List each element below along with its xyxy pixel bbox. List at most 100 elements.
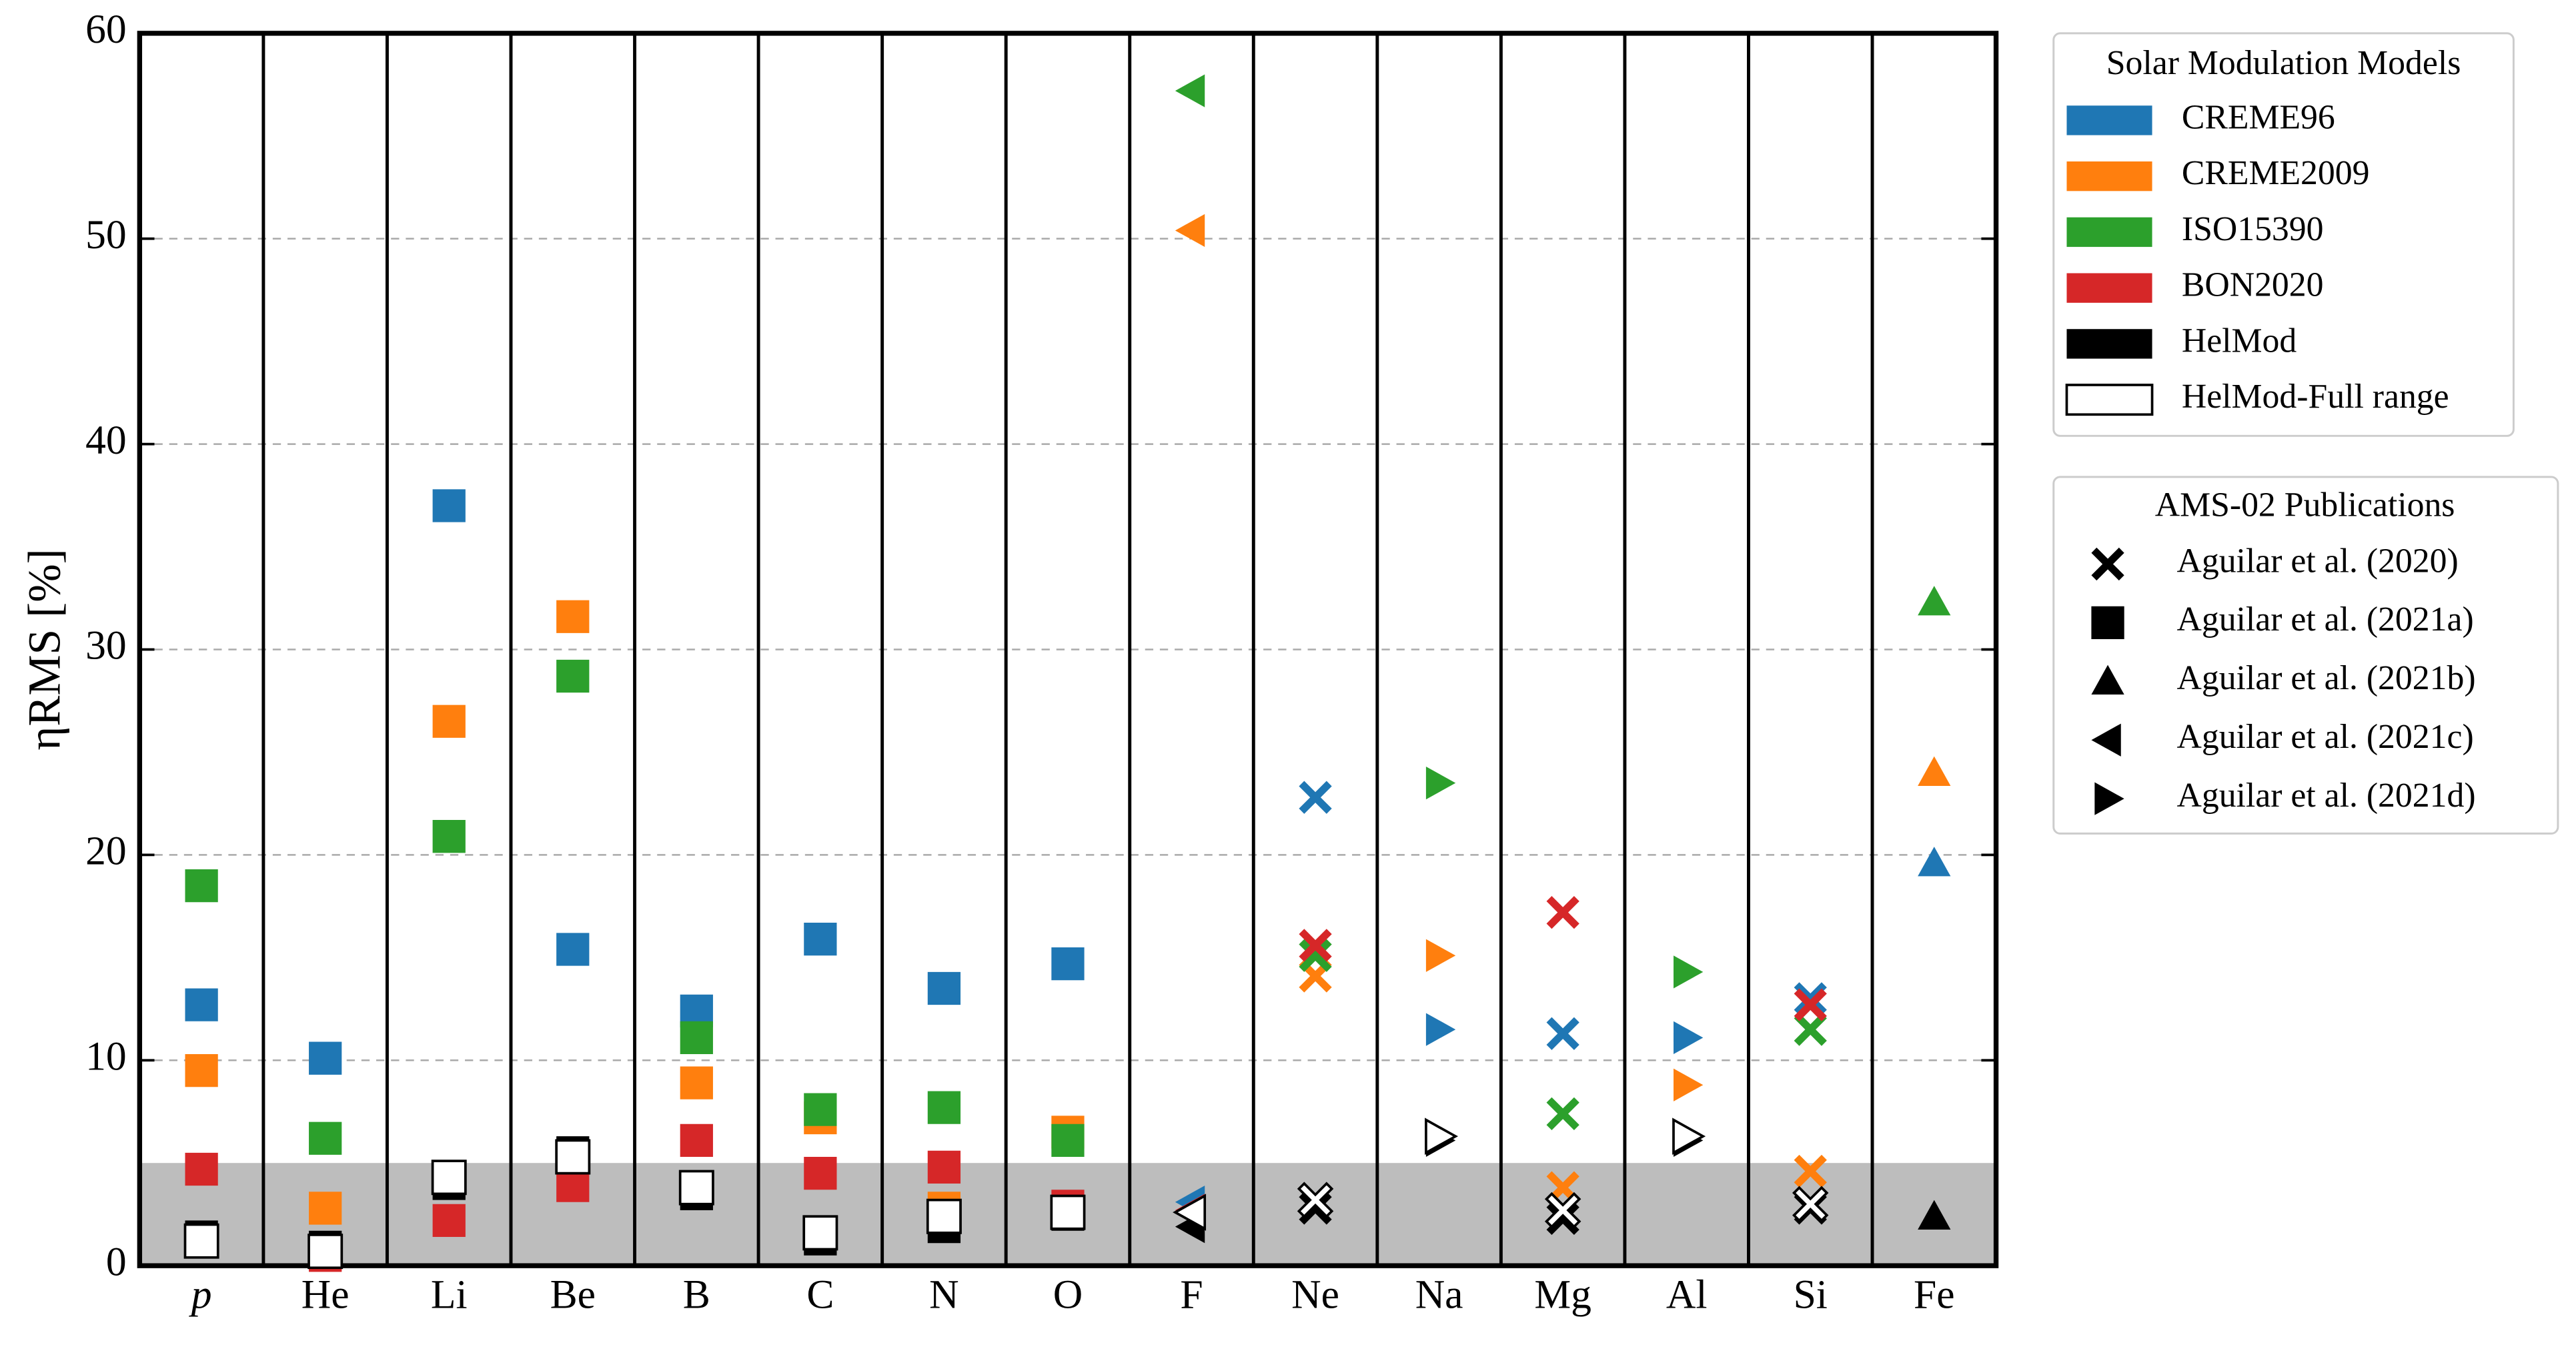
marker [1173,1194,1207,1231]
marker [1297,1182,1334,1218]
legend-label: Aguilar et al. (2021b) [2176,659,2475,697]
marker [1794,1013,1827,1046]
marker [1299,1192,1332,1225]
marker [927,971,961,1005]
legend-label: Aguilar et al. (2021a) [2176,600,2473,638]
marker [680,1066,713,1099]
marker [804,1093,837,1126]
marker [1175,213,1205,248]
marker [1673,955,1704,989]
marker [1544,1192,1581,1229]
x-tick-label: O [1053,1272,1083,1318]
legend-label: CREME2009 [2182,154,2370,192]
x-tick-label: Li [431,1272,468,1318]
x-tick-label: Na [1415,1272,1463,1318]
marker [1299,939,1332,972]
marker [432,1204,466,1238]
marker [1425,1117,1459,1155]
legend-label: HelMod [2182,322,2297,360]
y-tick-label: 10 [85,1033,127,1079]
marker [185,988,218,1021]
legend-swatch [2066,329,2152,359]
x-tick-label: Al [1666,1272,1708,1318]
y-tick-label: 20 [85,829,127,874]
legend-label: ISO15390 [2182,210,2324,248]
marker [802,1215,838,1251]
marker [309,1192,342,1225]
legend-marker [2091,547,2124,581]
legend-swatch [2066,161,2152,191]
marker [927,1150,961,1184]
x-tick-label: Ne [1291,1272,1339,1318]
marker [1425,767,1456,800]
legend-marker [2094,782,2124,815]
marker [185,1054,218,1087]
legend-label: HelMod-Full range [2182,378,2449,416]
marker [1918,586,1951,616]
marker [1425,1013,1456,1046]
marker [1673,1068,1704,1101]
marker [680,1124,713,1157]
legend-swatch [2065,384,2154,416]
marker [1051,1124,1085,1157]
marker [432,705,466,738]
legend-box [2052,32,2515,437]
marker [927,1091,961,1124]
y-axis-label: ηRMS [%] [19,548,70,750]
marker [1918,847,1951,877]
marker [680,994,713,1028]
marker [309,1041,342,1075]
marker [431,1160,467,1196]
x-tick-label: Fe [1914,1272,1955,1318]
legend-marker [2091,723,2121,757]
y-tick-label: 40 [85,418,127,463]
legend-label: Aguilar et al. (2020) [2176,542,2458,580]
marker [1794,1154,1827,1188]
marker [1673,1021,1704,1055]
legend-label: CREME96 [2182,98,2335,136]
marker [1794,988,1827,1021]
x-tick-label: N [929,1272,958,1318]
marker [804,1156,837,1190]
x-tick-label: Si [1794,1272,1828,1318]
legend-label: Aguilar et al. (2021d) [2176,777,2475,815]
legend-swatch [2066,217,2152,248]
legend-label: Aguilar et al. (2021c) [2176,718,2473,756]
y-tick-label: 0 [106,1239,127,1284]
y-tick-label: 60 [85,7,127,52]
marker [185,869,218,903]
marker [432,489,466,522]
marker [556,933,590,966]
marker [1175,74,1205,107]
marker [432,820,466,853]
legend-swatch [2066,105,2152,135]
marker [1051,947,1085,981]
marker [1299,781,1332,814]
marker [1794,982,1827,1015]
marker [1050,1194,1086,1230]
marker [307,1234,344,1270]
marker [556,1169,590,1202]
legend-label: BON2020 [2182,266,2324,304]
x-tick-label: p [189,1272,212,1318]
marker [1918,756,1951,786]
marker [556,659,590,693]
marker [1672,1117,1706,1155]
marker [309,1122,342,1155]
x-tick-label: B [683,1272,710,1318]
marker [1792,1186,1829,1223]
marker [804,922,837,956]
marker [1918,1200,1951,1230]
marker [678,1170,714,1206]
plot-frame [137,31,1999,1268]
y-tick-label: 30 [85,623,127,668]
legend-box [2052,476,2559,835]
x-tick-label: F [1180,1272,1203,1318]
x-tick-label: Mg [1534,1272,1591,1318]
marker [926,1198,962,1234]
marker [556,600,590,633]
marker [1546,1202,1579,1235]
legend-title: AMS-02 Publications [2155,486,2455,524]
marker [680,1021,713,1055]
